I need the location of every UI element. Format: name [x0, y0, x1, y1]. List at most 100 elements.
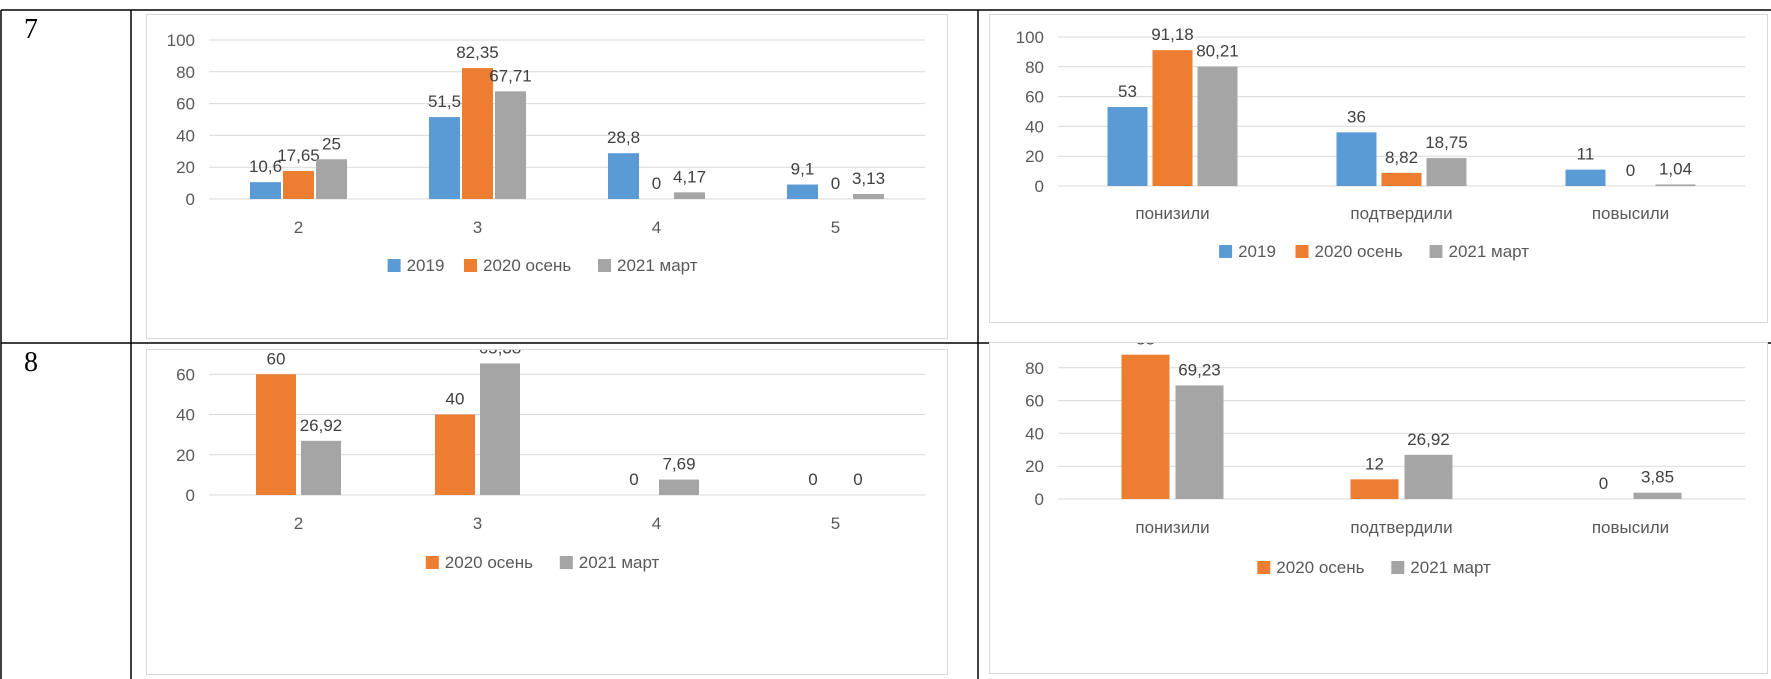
legend-swatch [464, 259, 477, 272]
bar [1121, 354, 1170, 499]
bar [674, 192, 705, 199]
data-label: 18,75 [1425, 133, 1468, 152]
category-label: 2 [294, 514, 303, 533]
chart-row8-change: 0 20 40 60 80 100 88 69,23 понизили 12 26,92 подтве… [989, 342, 1768, 674]
data-label: 12 [1365, 454, 1384, 473]
bar [1175, 385, 1224, 499]
legend-swatch [1219, 245, 1233, 258]
legend-swatch [559, 556, 573, 569]
y-tick-label: 0 [1035, 177, 1044, 196]
chart-svg: 02040608010010,617,6525251,582,3567,7132… [167, 31, 925, 275]
legend-entry: 2021 март [1410, 558, 1491, 577]
y-tick-label: 80 [1025, 58, 1044, 77]
chart-svg: 0 20 40 60 80 100 88 69,23 понизили 12 26,92 подтве… [1016, 343, 1745, 577]
y-tick-label: 40 [176, 406, 195, 425]
category-label: 5 [831, 218, 840, 237]
y-tick-label: 60 [176, 365, 195, 384]
bar [1426, 158, 1467, 186]
legend-swatch [425, 556, 439, 569]
bar [250, 182, 281, 199]
category-label: 4 [652, 218, 661, 237]
data-label: 1,04 [1659, 159, 1692, 178]
legend-entry: 2020 осень [1276, 558, 1364, 577]
data-label: 0 [629, 470, 638, 489]
data-label: 10,6 [249, 157, 282, 176]
data-label: 69,23 [1178, 360, 1221, 379]
data-label: 26,92 [300, 416, 343, 435]
bar [283, 170, 314, 199]
bar [256, 374, 296, 495]
bar [608, 153, 639, 199]
bar [462, 68, 493, 199]
data-label: 4,17 [673, 167, 706, 186]
row-label-7: 7 [24, 14, 38, 45]
data-label: 0 [831, 174, 840, 193]
data-label: 26,92 [1407, 430, 1450, 449]
y-tick-label: 80 [176, 63, 195, 82]
category-label: подтвердили [1350, 518, 1452, 537]
category-label: 4 [652, 514, 661, 533]
bar [316, 159, 347, 199]
data-label: 53 [1118, 82, 1137, 101]
bar [1197, 66, 1238, 186]
data-label: 7,69 [662, 455, 695, 474]
y-tick-label: 60 [1025, 88, 1044, 107]
data-label: 0 [652, 174, 661, 193]
category-label: понизили [1135, 204, 1209, 223]
y-tick-label: 20 [176, 446, 195, 465]
bar [301, 440, 341, 495]
legend-entry: 2019 [407, 256, 445, 275]
y-tick-label: 100 [167, 31, 195, 50]
y-tick-label: 40 [1025, 117, 1044, 136]
y-tick-label: 0 [186, 190, 195, 209]
y-tick-label: 40 [1025, 424, 1044, 443]
data-label: 65,38 [479, 350, 522, 357]
data-label: 0 [808, 470, 817, 489]
bar [1152, 50, 1193, 186]
legend-entry: 2020 осень [483, 256, 571, 275]
bar [1404, 454, 1453, 499]
data-label: 8,82 [1385, 148, 1418, 167]
chart-row7-grades: 0 20 40 60 80 100 10,6 17,65 25 2 51,5 82,35 67,71 3 2… [146, 14, 948, 339]
y-tick-label: 60 [176, 95, 195, 114]
legend-swatch [387, 259, 401, 272]
data-label: 51,5 [428, 92, 461, 111]
y-tick-label: 20 [1025, 457, 1044, 476]
y-tick-label: 60 [1025, 392, 1044, 411]
category-label: понизили [1135, 518, 1209, 537]
data-label: 11 [1577, 145, 1595, 164]
legend-swatch [1391, 561, 1405, 574]
category-label: 3 [473, 218, 482, 237]
legend-swatch [1257, 561, 1271, 574]
y-tick-label: 80 [1025, 359, 1044, 378]
y-tick-label: 20 [176, 158, 195, 177]
y-tick-label: 100 [1016, 28, 1044, 47]
legend-swatch [1295, 245, 1309, 258]
bar [853, 194, 884, 199]
bar [659, 479, 699, 495]
data-label: 9,1 [791, 160, 815, 179]
y-tick-label: 20 [1025, 147, 1044, 166]
bar [1350, 479, 1399, 499]
y-tick-label: 100 [1016, 343, 1044, 345]
category-label: 2 [294, 218, 303, 237]
data-label: 60 [267, 350, 286, 368]
category-label: 5 [831, 514, 840, 533]
data-label: 80,21 [1196, 41, 1239, 60]
data-label: 67,71 [489, 66, 532, 85]
chart-row7-change: 0 20 40 60 80 100 53 91,18 80,21 понизили 36 8,82 18… [989, 14, 1768, 323]
legend-entry: 2019 [1238, 242, 1276, 261]
bar [495, 91, 526, 199]
data-label: 82,35 [456, 43, 499, 62]
legend-entry: 2020 осень [1315, 242, 1403, 261]
data-label: 3,13 [852, 169, 885, 188]
data-label: 40 [446, 390, 465, 409]
bar [787, 184, 818, 199]
category-label: повысили [1592, 518, 1669, 537]
legend-entry: 2021 март [579, 553, 660, 572]
data-label: 3,85 [1641, 468, 1674, 487]
data-label: 0 [853, 470, 862, 489]
data-label: 88 [1136, 343, 1155, 349]
